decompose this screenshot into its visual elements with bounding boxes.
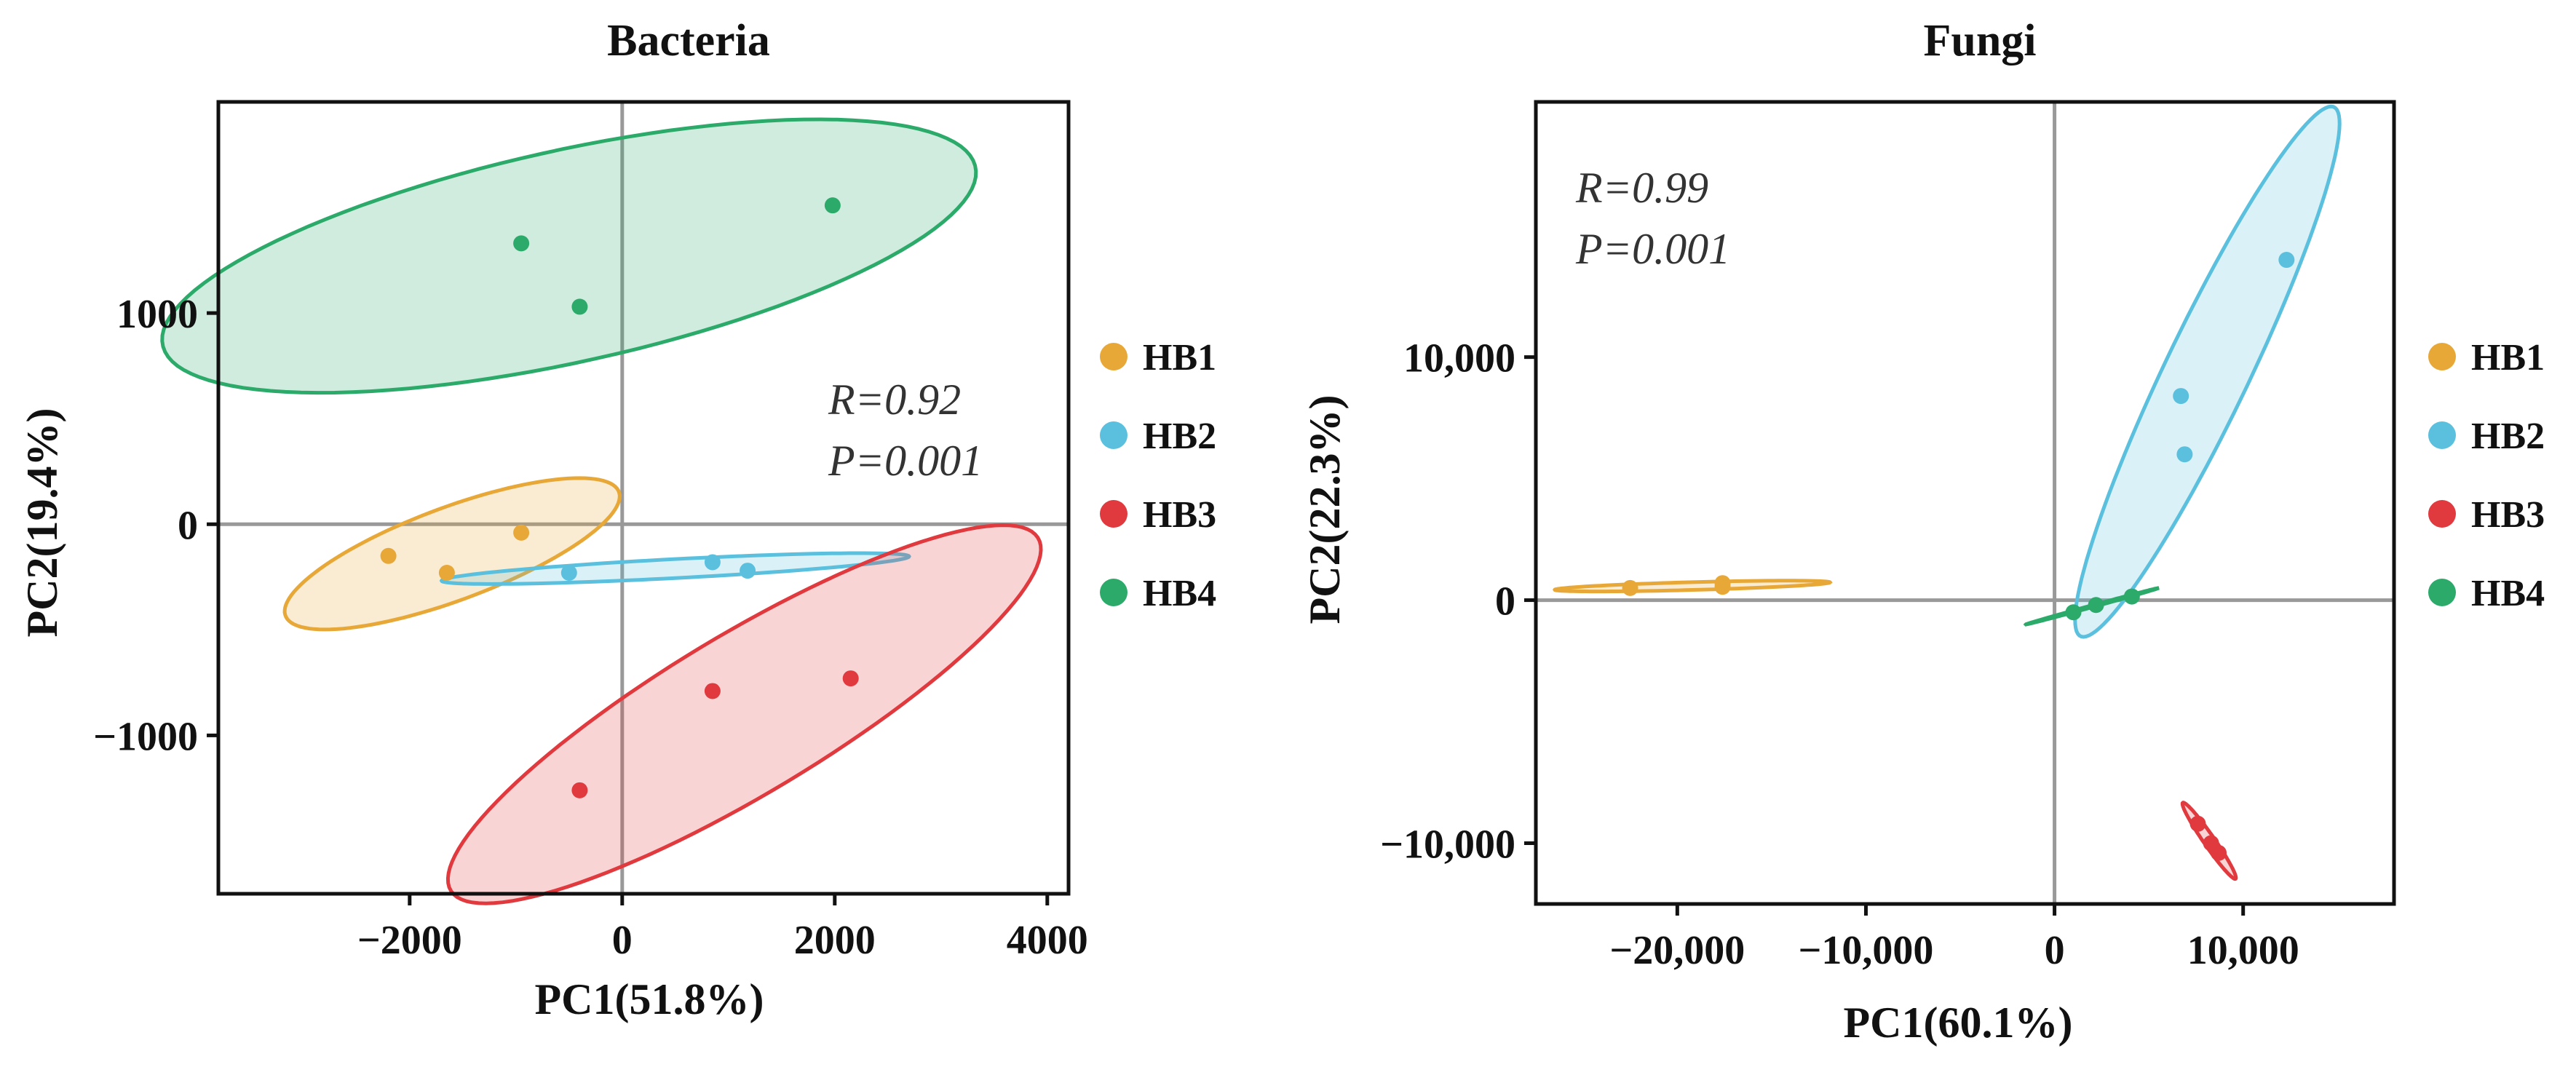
x-tick-label: 4000 (1007, 918, 1088, 963)
legend-marker-hb2 (1100, 421, 1128, 449)
data-point-hb4 (2065, 604, 2082, 621)
data-point-hb4 (513, 235, 530, 252)
chart-title: Fungi (1923, 16, 2036, 66)
data-point-hb4 (2088, 597, 2104, 614)
data-point-hb3 (842, 670, 859, 687)
data-point-hb2 (740, 563, 756, 579)
x-axis-label: PC1(60.1%) (1844, 999, 2073, 1047)
data-point-hb2 (2176, 446, 2193, 463)
legend-label-hb1: HB1 (1143, 337, 1216, 378)
x-tick-label: −10,000 (1799, 928, 1934, 973)
legend-label-hb2: HB2 (2471, 416, 2545, 457)
data-point-hb1 (1622, 579, 1638, 596)
confidence-ellipse-hb2 (2073, 104, 2342, 639)
stat-p: P=0.001 (828, 437, 983, 485)
confidence-ellipse-hb1 (282, 476, 622, 632)
data-point-hb3 (2211, 844, 2227, 861)
y-axis-label: PC2(19.4%) (18, 408, 66, 638)
data-point-hb1 (1714, 575, 1731, 592)
legend-marker-hb2 (2428, 421, 2456, 449)
confidence-ellipse-hb2 (439, 551, 911, 586)
y-tick-label: 10,000 (1403, 336, 1515, 381)
legend-label-hb3: HB3 (1143, 494, 1216, 536)
bacteria-panel: Bacteria −2000 0 2000 4000 −1000 0 1000 R=0.92… (18, 16, 1216, 1023)
data-point-hb3 (571, 782, 588, 798)
fungi-panel: Fungi −20,000 −10,000 0 10,000 −10,000 0 10,00… (1301, 16, 2545, 1047)
confidence-ellipse-hb3 (445, 523, 1043, 905)
x-tick-label: 10,000 (2187, 928, 2299, 973)
stat-p: P=0.001 (1575, 225, 1730, 273)
data-point-hb3 (2189, 815, 2206, 832)
data-point-hb2 (2173, 388, 2189, 405)
plot-frame (216, 100, 1071, 896)
y-axis-label: PC2(22.3%) (1301, 395, 1349, 624)
stat-r: R=0.99 (1575, 164, 1708, 212)
x-tick-label: 0 (612, 918, 633, 963)
legend-label-hb4: HB4 (1143, 573, 1216, 614)
plot-area: −20,000 −10,000 0 10,000 −10,000 0 10,000 (1380, 100, 2396, 973)
data-point-hb2 (560, 564, 577, 581)
legend-label-hb4: HB4 (2471, 573, 2545, 614)
plot-area: −2000 0 2000 4000 −1000 0 1000 (93, 100, 1088, 963)
legend-marker-hb4 (2428, 579, 2456, 606)
confidence-ellipse-hb4 (160, 117, 978, 395)
data-point-hb4 (824, 197, 841, 214)
legend: HB1 HB2 HB3 HB4 (1100, 337, 1216, 614)
data-point-hb1 (438, 564, 455, 581)
legend: HB1 HB2 HB3 HB4 (2428, 337, 2545, 614)
legend-marker-hb3 (2428, 500, 2456, 528)
data-point-hb4 (571, 298, 588, 315)
data-point-hb2 (704, 554, 721, 571)
x-tick-label: 0 (2045, 928, 2065, 973)
data-point-hb1 (513, 524, 530, 541)
data-point-hb4 (2123, 588, 2140, 605)
x-tick-label: −20,000 (1609, 928, 1745, 973)
stat-r: R=0.92 (828, 376, 961, 424)
y-tick-label: 0 (1495, 579, 1515, 624)
legend-marker-hb4 (1100, 579, 1128, 606)
legend-label-hb2: HB2 (1143, 416, 1216, 457)
x-tick-label: 2000 (794, 918, 876, 963)
legend-marker-hb1 (2428, 343, 2456, 370)
legend-marker-hb3 (1100, 500, 1128, 528)
confidence-ellipse-hb1 (1552, 579, 1833, 594)
legend-marker-hb1 (1100, 343, 1128, 370)
plot-frame (1534, 100, 2396, 906)
data-point-hb3 (704, 683, 721, 699)
y-tick-label: 1000 (116, 292, 198, 337)
legend-label-hb1: HB1 (2471, 337, 2545, 378)
data-point-hb1 (380, 547, 397, 564)
y-tick-label: −10,000 (1380, 822, 1515, 868)
y-tick-label: −1000 (93, 714, 198, 759)
data-point-hb2 (2278, 252, 2295, 269)
y-tick-label: 0 (178, 503, 198, 548)
x-axis-label: PC1(51.8%) (535, 975, 764, 1023)
x-tick-label: −2000 (357, 918, 462, 963)
legend-label-hb3: HB3 (2471, 494, 2545, 536)
chart-title: Bacteria (607, 16, 770, 66)
